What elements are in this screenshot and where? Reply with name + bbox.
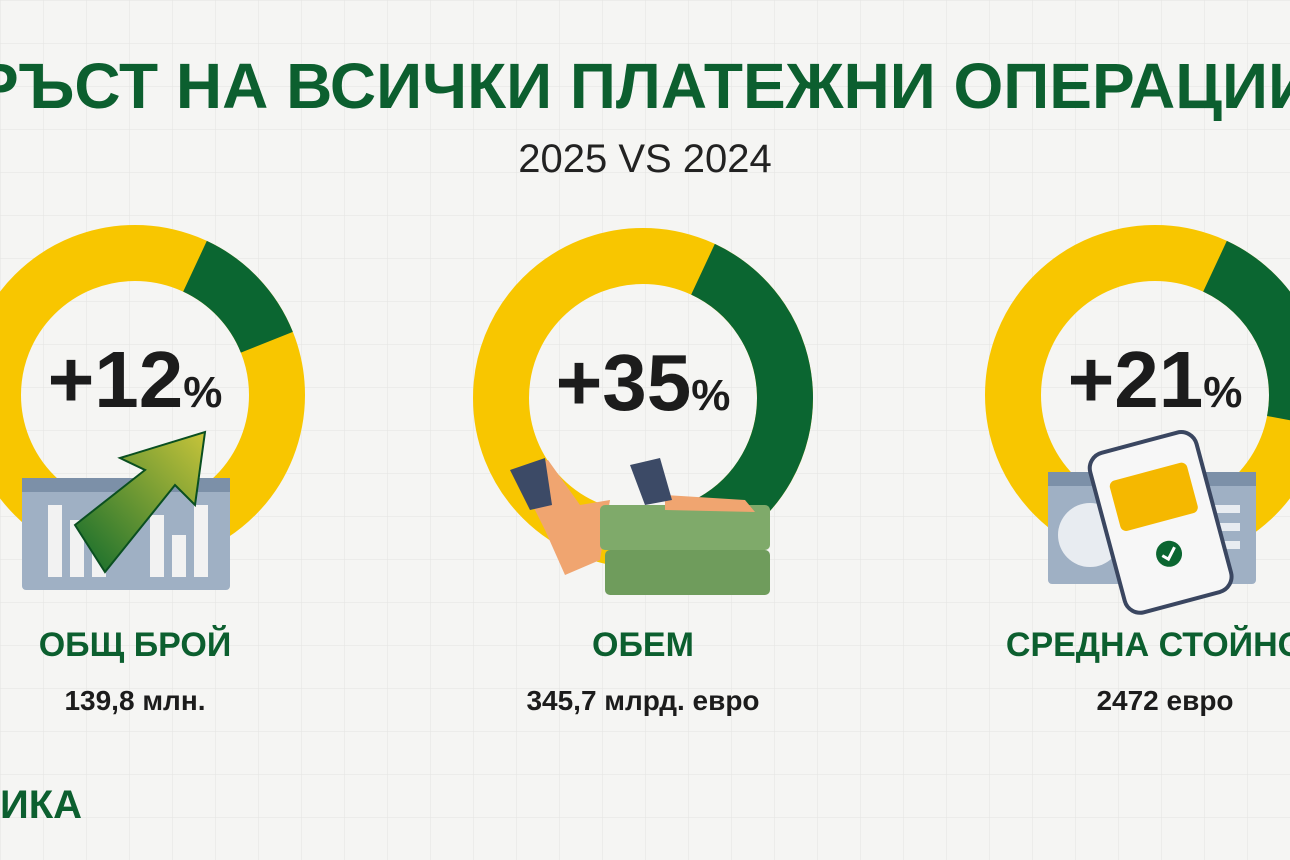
growth-value: +35% (556, 338, 731, 427)
footer-text: ИКА (0, 783, 82, 827)
metric-name: СРЕДНА СТОЙНО (1006, 625, 1290, 664)
donut-segment (690, 243, 813, 547)
metric-detail: 139,8 млн. (64, 685, 205, 716)
subtitle: 2025 VS 2024 (518, 137, 772, 181)
sleeve-left (510, 458, 552, 510)
phone-icon (1087, 430, 1234, 615)
arrow-icon (73, 430, 207, 574)
metric-name: ОБЩ БРОЙ (39, 625, 232, 664)
money-bottom (605, 550, 770, 595)
money-top (600, 505, 770, 550)
growth-value: +21% (1068, 335, 1243, 424)
growth-label: +21 (1068, 335, 1204, 424)
hand-right (665, 495, 755, 512)
donut-segment (1202, 240, 1290, 421)
icons (22, 430, 1256, 615)
metric-detail: 345,7 млрд. евро (526, 685, 759, 716)
growth-unit: % (1203, 368, 1242, 417)
growth-label: +12 (48, 335, 184, 424)
labels: +12% ОБЩ БРОЙ 139,8 млн. +35% ОБЕМ 345,7 млрд… (39, 335, 1290, 716)
title: РЪСТ НА ВСИЧКИ ПЛАТЕЖНИ ОПЕРАЦИИ (0, 50, 1290, 122)
donut-segment (182, 240, 293, 354)
metric-name: ОБЕМ (592, 626, 694, 664)
growth-label: +35 (556, 338, 692, 427)
growth-value: +12% (48, 335, 223, 424)
metric-detail: 2472 евро (1096, 685, 1233, 716)
growth-unit: % (183, 368, 222, 417)
sleeve-right (630, 458, 672, 505)
growth-unit: % (691, 371, 730, 420)
